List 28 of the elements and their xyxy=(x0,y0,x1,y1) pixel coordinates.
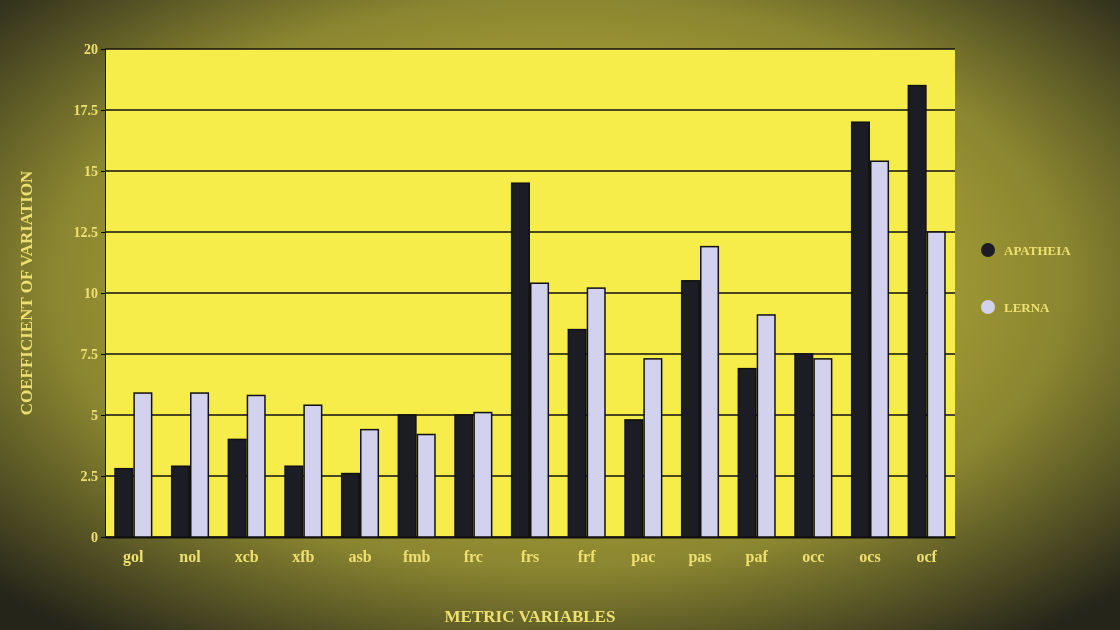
y-tick-label: 2.5 xyxy=(80,468,98,484)
y-tick-label: 0 xyxy=(91,529,98,545)
x-tick-label: frf xyxy=(577,548,597,566)
x-tick-label: ocs xyxy=(859,548,881,566)
y-tick-label: 7.5 xyxy=(80,346,98,362)
x-tick-label: asb xyxy=(348,548,372,566)
x-tick-label: frs xyxy=(520,548,540,566)
x-tick-label: fmb xyxy=(402,548,431,566)
y-tick-label: 12.5 xyxy=(73,224,98,240)
x-tick-label: frc xyxy=(463,548,483,566)
y-tick-label: 17.5 xyxy=(73,102,98,118)
x-axis-title: METRIC VARIABLES xyxy=(444,607,616,626)
y-tick-label: 10 xyxy=(84,285,98,301)
y-tick-label: 20 xyxy=(84,41,98,57)
x-tick-label: gol xyxy=(123,548,145,567)
x-tick-label: pac xyxy=(631,548,656,567)
legend-label: APATHEIA xyxy=(1004,243,1072,258)
x-tick-label: ocf xyxy=(916,548,938,566)
x-tick-label: xfb xyxy=(292,548,315,566)
x-tick-label: paf xyxy=(745,548,769,567)
y-tick-label: 5 xyxy=(91,407,98,423)
x-tick-label: xcb xyxy=(234,548,259,566)
y-tick-label: 15 xyxy=(84,163,98,179)
x-tick-label: occ xyxy=(802,548,825,566)
legend-label: LERNA xyxy=(1004,300,1051,315)
x-tick-label: nol xyxy=(179,548,202,566)
x-tick-label: pas xyxy=(688,548,712,567)
y-axis-title: COEFFICIENT OF VARIATION xyxy=(17,169,36,416)
